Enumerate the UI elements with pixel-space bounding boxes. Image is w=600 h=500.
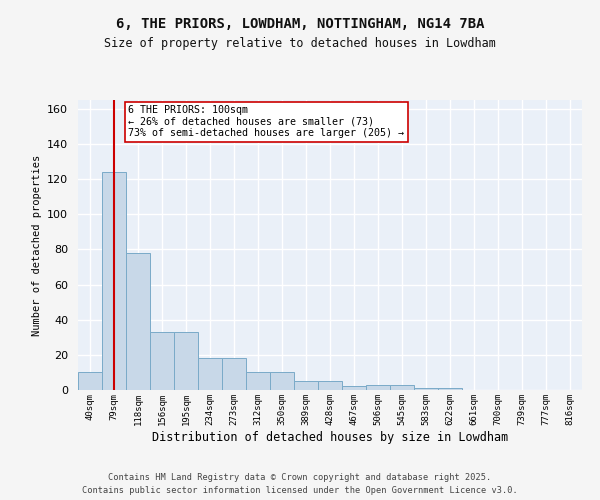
Bar [222, 358, 246, 390]
Bar [270, 372, 294, 390]
Bar [174, 332, 198, 390]
Bar [198, 358, 222, 390]
Bar [414, 388, 438, 390]
Bar [246, 372, 270, 390]
Text: 6, THE PRIORS, LOWDHAM, NOTTINGHAM, NG14 7BA: 6, THE PRIORS, LOWDHAM, NOTTINGHAM, NG14… [116, 18, 484, 32]
Text: Size of property relative to detached houses in Lowdham: Size of property relative to detached ho… [104, 38, 496, 51]
Bar [102, 172, 126, 390]
Text: Contains HM Land Registry data © Crown copyright and database right 2025.
Contai: Contains HM Land Registry data © Crown c… [82, 474, 518, 495]
Bar [78, 372, 102, 390]
Bar [150, 332, 174, 390]
Bar [294, 381, 318, 390]
Bar [390, 384, 414, 390]
Bar [366, 384, 390, 390]
X-axis label: Distribution of detached houses by size in Lowdham: Distribution of detached houses by size … [152, 430, 508, 444]
Text: 6 THE PRIORS: 100sqm
← 26% of detached houses are smaller (73)
73% of semi-detac: 6 THE PRIORS: 100sqm ← 26% of detached h… [128, 106, 404, 138]
Bar [438, 388, 462, 390]
Bar [318, 381, 342, 390]
Bar [126, 253, 150, 390]
Bar [342, 386, 366, 390]
Y-axis label: Number of detached properties: Number of detached properties [32, 154, 41, 336]
